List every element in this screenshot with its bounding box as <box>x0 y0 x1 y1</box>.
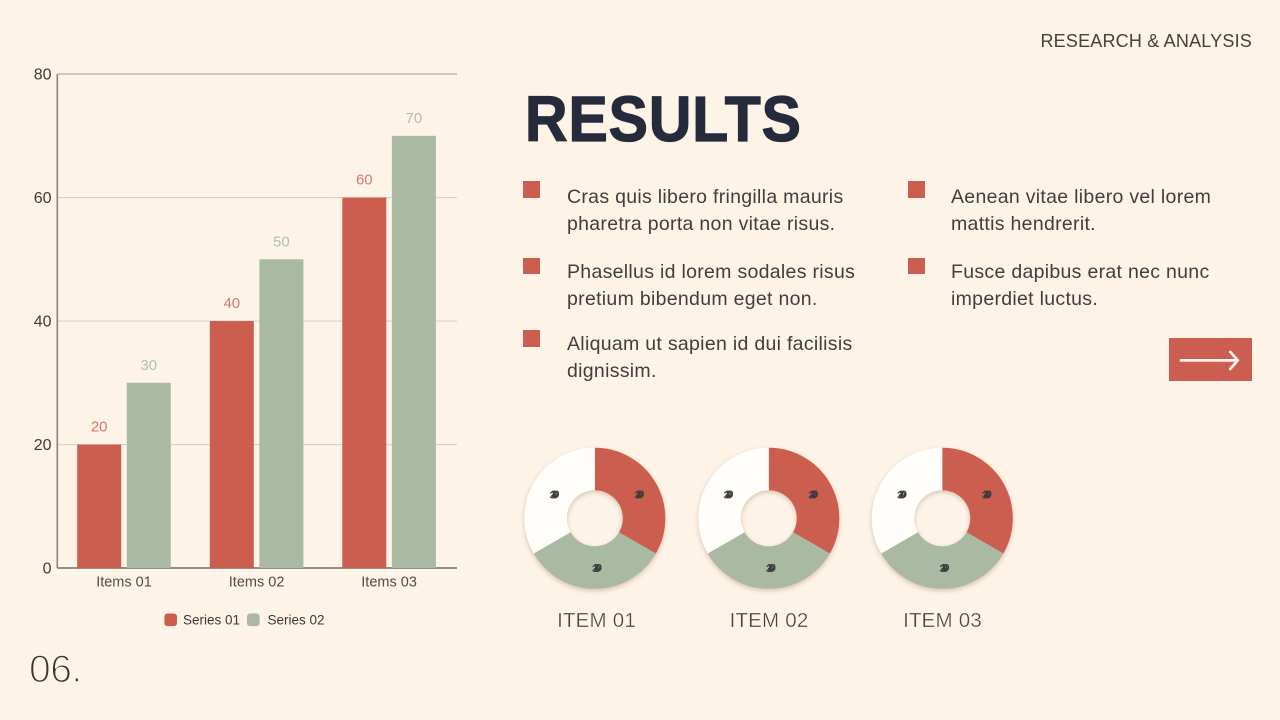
svg-text:40: 40 <box>223 295 240 312</box>
svg-text:Items 03: Items 03 <box>361 575 417 591</box>
svg-text:Series 01: Series 01 <box>183 613 240 628</box>
svg-text:Items 02: Items 02 <box>229 575 285 591</box>
svg-text:Series 02: Series 02 <box>268 613 325 628</box>
svg-text:60: 60 <box>34 190 52 207</box>
svg-text:20: 20 <box>91 419 108 436</box>
svg-text:20: 20 <box>34 437 52 454</box>
svg-text:Items 01: Items 01 <box>96 575 152 591</box>
svg-text:50: 50 <box>273 233 290 250</box>
svg-text:40: 40 <box>34 314 52 331</box>
svg-text:0: 0 <box>43 561 52 578</box>
svg-text:70: 70 <box>406 110 423 127</box>
svg-text:80: 80 <box>34 67 52 84</box>
svg-text:30: 30 <box>140 357 157 374</box>
svg-text:60: 60 <box>356 172 373 189</box>
